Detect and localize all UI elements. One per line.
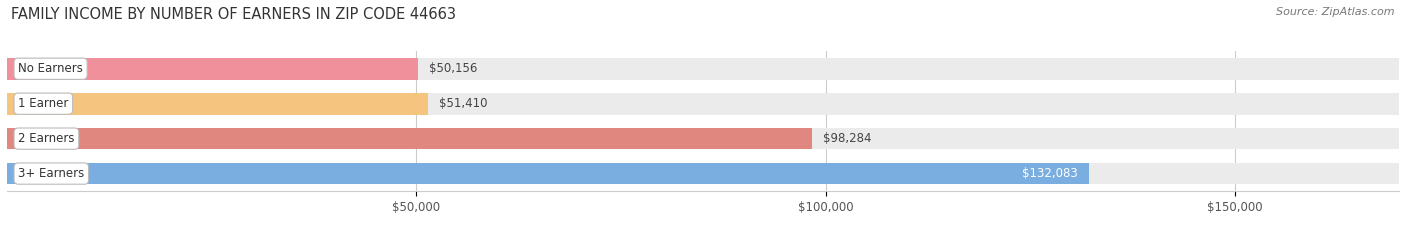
Text: 1 Earner: 1 Earner [18,97,69,110]
Bar [7,163,1399,185]
Text: $132,083: $132,083 [1022,167,1077,180]
Bar [7,93,1399,115]
Bar [7,128,811,150]
Text: $51,410: $51,410 [439,97,488,110]
Text: Source: ZipAtlas.com: Source: ZipAtlas.com [1277,7,1395,17]
Bar [7,58,1399,80]
Bar [7,93,427,115]
Text: FAMILY INCOME BY NUMBER OF EARNERS IN ZIP CODE 44663: FAMILY INCOME BY NUMBER OF EARNERS IN ZI… [11,7,457,22]
Text: $50,156: $50,156 [429,62,477,75]
Bar [7,58,418,80]
Bar [7,163,1088,185]
Text: No Earners: No Earners [18,62,83,75]
Bar [7,128,1399,150]
Text: 3+ Earners: 3+ Earners [18,167,84,180]
Text: $98,284: $98,284 [823,132,872,145]
Text: 2 Earners: 2 Earners [18,132,75,145]
